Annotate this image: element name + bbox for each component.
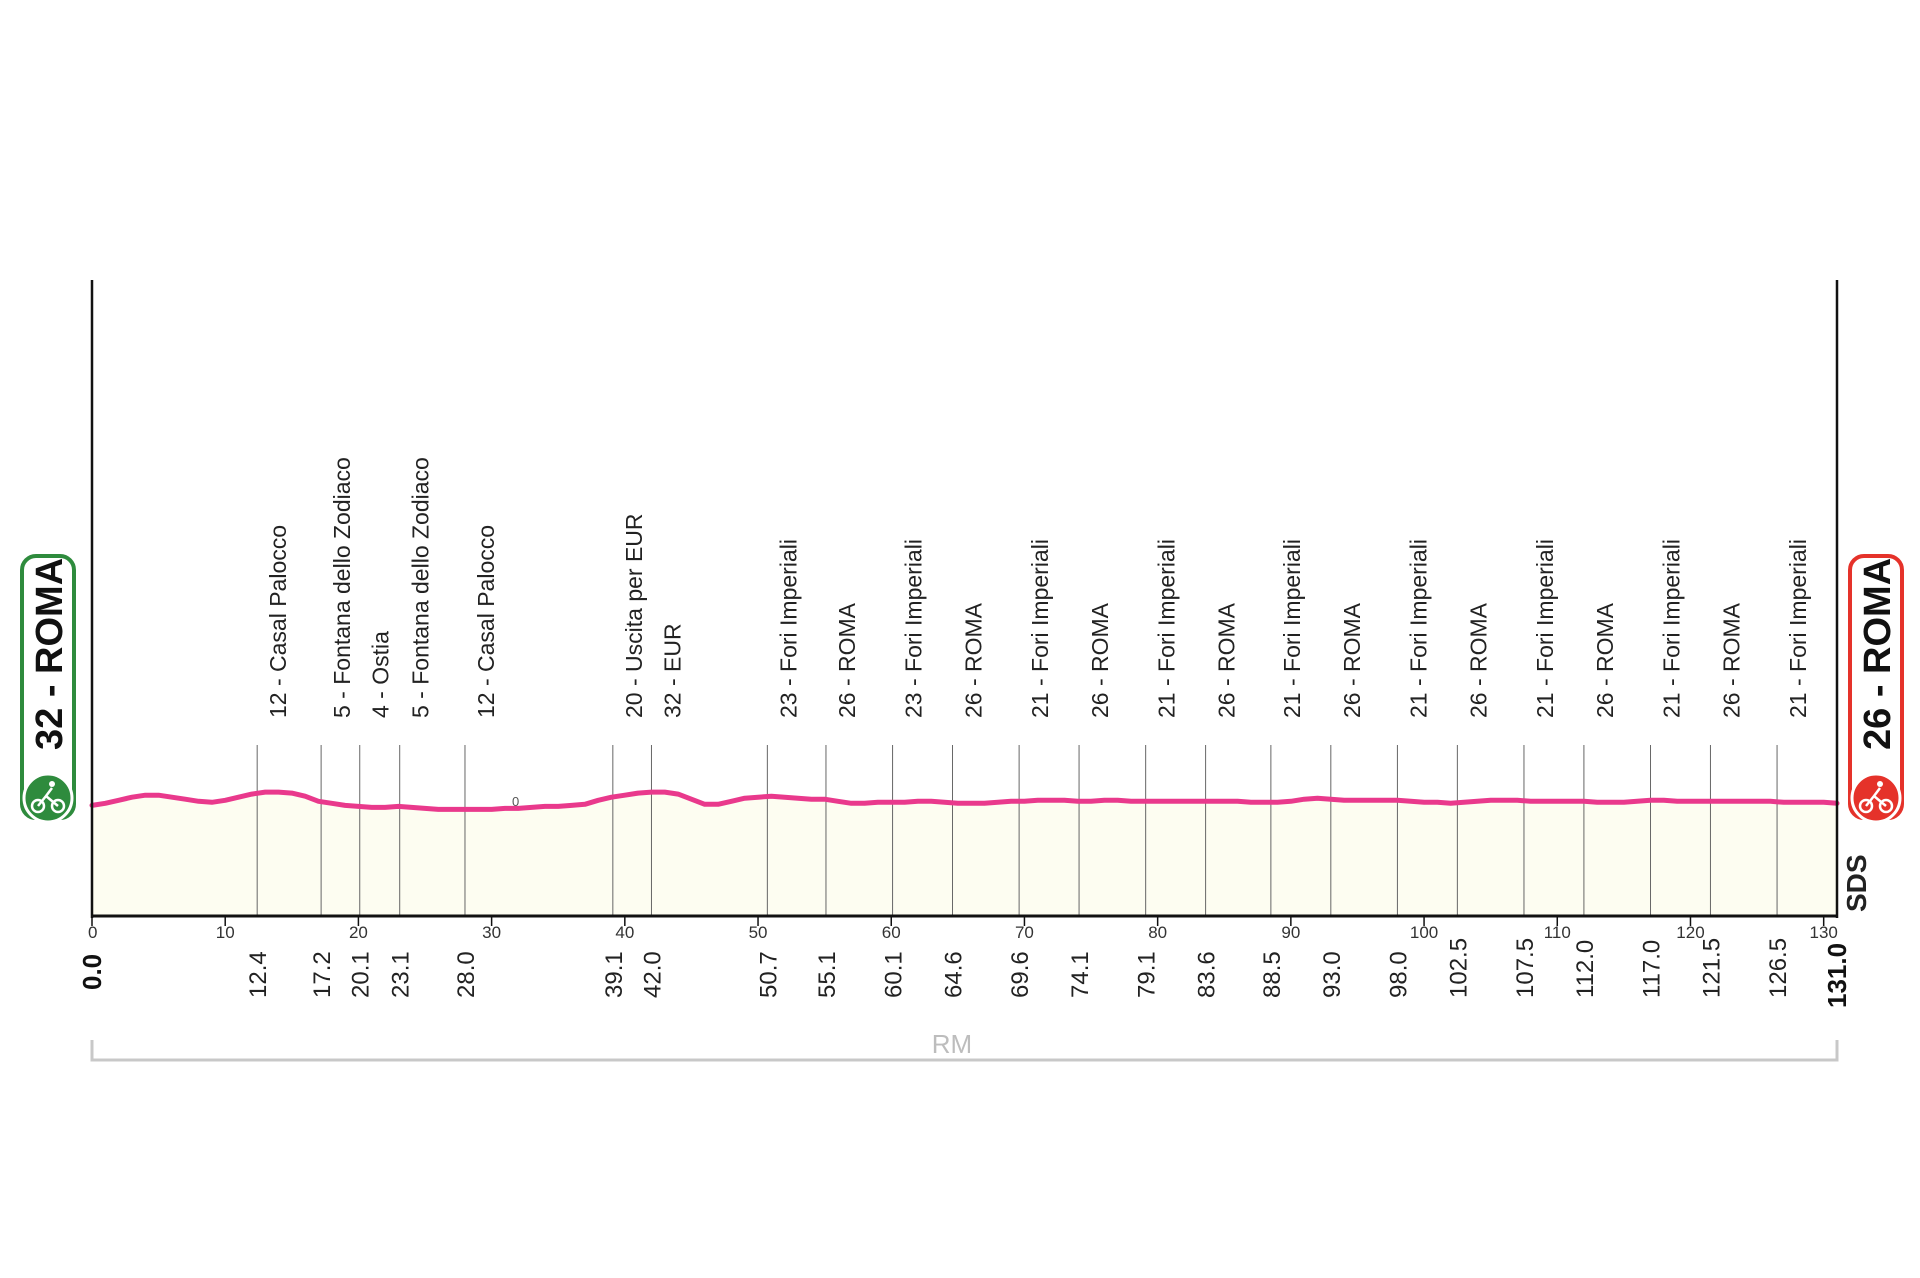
waypoint-km-label: 28.0: [453, 951, 480, 998]
start-badge: 32 - ROMA: [20, 554, 76, 824]
waypoint-label: 21 - Fori Imperiali: [1279, 539, 1305, 718]
waypoint-km-label: 50.7: [755, 951, 782, 998]
waypoint-label: 5 - Fontana dello Zodiaco: [408, 457, 434, 718]
x-tick-label: 120: [1676, 923, 1704, 942]
waypoint-km-label: 42.0: [639, 951, 666, 998]
region-label: RM: [932, 1029, 972, 1059]
waypoint-label: 12 - Casal Palocco: [473, 525, 499, 718]
waypoint-km-label: 60.1: [881, 951, 908, 998]
waypoint-km-label: 23.1: [388, 951, 415, 998]
elevation-area: [92, 792, 1837, 916]
finish-cyclist-glyph: [1858, 787, 1894, 814]
waypoint-label: 21 - Fori Imperiali: [1659, 539, 1685, 718]
waypoint-label: 32 - EUR: [659, 623, 685, 718]
waypoint-km-label: 121.5: [1698, 938, 1725, 998]
waypoint-lines: [256, 745, 1778, 916]
waypoint-label: 4 - Ostia: [368, 631, 394, 718]
x-tick-label: 80: [1148, 923, 1167, 942]
waypoint-label: 21 - Fori Imperiali: [1532, 539, 1558, 718]
waypoint-label: 20 - Uscita per EUR: [621, 513, 647, 718]
x-tick-label: 130: [1809, 923, 1837, 942]
waypoint-km-label: 88.5: [1259, 951, 1286, 998]
x-tick-label: 30: [482, 923, 501, 942]
waypoint-km-labels: 12.4 17.2 20.1 23.1 28.0 39.1 42.0 50.7 55.1 60.1…: [77, 938, 1852, 1008]
x-tick-label: 0: [88, 923, 97, 942]
x-axis-ticks: 0 10 20 30 40 50 60 70 80 90 100 110 120 130: [88, 916, 1838, 942]
waypoint-labels: 12 - Casal Palocco 5 - Fontana dello Zodi…: [265, 457, 1811, 718]
x-tick-label: 20: [349, 923, 368, 942]
waypoint-label: 23 - Fori Imperiali: [901, 539, 927, 718]
waypoint-label: 21 - Fori Imperiali: [1785, 539, 1811, 718]
waypoint-label: 26 - ROMA: [1339, 602, 1365, 718]
x-tick-label: 10: [216, 923, 235, 942]
waypoint-label: 26 - ROMA: [1592, 602, 1618, 718]
start-cyclist-glyph: [30, 787, 66, 814]
x-tick-label: 60: [882, 923, 901, 942]
finish-km-label: 131.0: [1822, 943, 1852, 1008]
waypoint-km-label: 107.5: [1512, 938, 1539, 998]
waypoint-km-label: 12.4: [245, 951, 272, 998]
finish-label: 26 - ROMA: [1857, 558, 1899, 750]
brand-logo-text: SDS: [1841, 854, 1872, 912]
x-tick-label: 100: [1410, 923, 1438, 942]
region-bracket: RM: [90, 1029, 1839, 1062]
waypoint-label: 23 - Fori Imperiali: [775, 539, 801, 718]
waypoint-km-label: 79.1: [1134, 951, 1161, 998]
x-tick-label: 70: [1015, 923, 1034, 942]
waypoint-km-label: 102.5: [1445, 938, 1472, 998]
waypoint-label: 26 - ROMA: [1087, 602, 1113, 718]
waypoint-km-label: 64.6: [941, 951, 968, 998]
waypoint-km-label: 20.1: [348, 951, 375, 998]
waypoint-label: 12 - Casal Palocco: [265, 525, 291, 718]
waypoint-km-label: 69.6: [1007, 951, 1034, 998]
waypoint-km-label: 93.0: [1319, 951, 1346, 998]
x-tick-label: 90: [1281, 923, 1300, 942]
waypoint-km-label: 112.0: [1572, 940, 1599, 998]
waypoint-label: 21 - Fori Imperiali: [1027, 539, 1053, 718]
waypoint-km-label: 17.2: [309, 951, 336, 998]
altitude-zero-mark: 0: [512, 794, 519, 809]
waypoint-km-label: 55.1: [814, 951, 841, 998]
waypoint-label: 5 - Fontana dello Zodiaco: [329, 457, 355, 718]
waypoint-label: 26 - ROMA: [961, 602, 987, 718]
waypoint-km-label: 39.1: [601, 951, 628, 998]
waypoint-label: 26 - ROMA: [1465, 602, 1491, 718]
x-tick-label: 110: [1544, 923, 1571, 942]
x-tick-label: 40: [615, 923, 634, 942]
waypoint-label: 26 - ROMA: [1214, 602, 1240, 718]
waypoint-label: 26 - ROMA: [834, 602, 860, 718]
x-tick-label: 50: [749, 923, 768, 942]
waypoint-label: 21 - Fori Imperiali: [1405, 539, 1431, 718]
elevation-profile-line: [89, 789, 1840, 812]
waypoint-label: 26 - ROMA: [1718, 602, 1744, 718]
waypoint-km-label: 117.0: [1639, 940, 1666, 998]
waypoint-label: 21 - Fori Imperiali: [1154, 539, 1180, 718]
start-km-label: 0.0: [77, 954, 107, 990]
start-label: 32 - ROMA: [29, 558, 71, 750]
waypoint-km-label: 74.1: [1067, 951, 1094, 998]
waypoint-km-label: 83.6: [1194, 951, 1221, 998]
finish-badge: 26 - ROMA: [1848, 554, 1904, 824]
waypoint-km-label: 98.0: [1385, 951, 1412, 998]
waypoint-km-label: 126.5: [1765, 938, 1792, 998]
